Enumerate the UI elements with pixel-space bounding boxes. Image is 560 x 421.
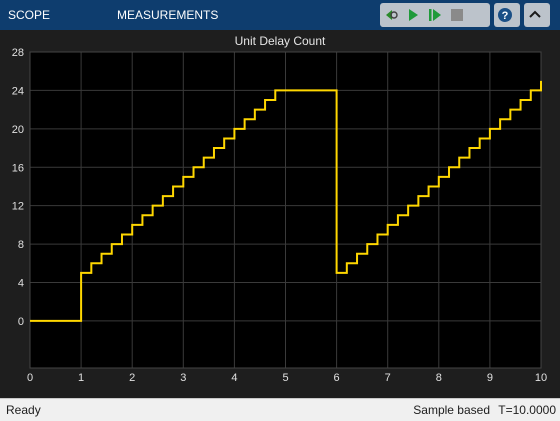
x-tick-label: 3 bbox=[180, 372, 186, 384]
status-time: T=10.0000 bbox=[498, 403, 556, 417]
axes-border bbox=[29, 51, 542, 369]
y-tick-labels: 0 4 8 12 16 20 24 28 bbox=[12, 47, 24, 328]
toolstrip: SCOPE MEASUREMENTS ? bbox=[0, 0, 560, 30]
y-tick-label: 28 bbox=[12, 47, 24, 59]
status-bar: Ready Sample based T=10.0000 bbox=[0, 398, 560, 421]
run-icon[interactable] bbox=[402, 4, 424, 26]
x-tick-label: 0 bbox=[27, 372, 33, 384]
x-tick-label: 5 bbox=[282, 372, 288, 384]
y-tick-label: 12 bbox=[12, 201, 24, 213]
x-tick-label: 6 bbox=[334, 372, 340, 384]
x-tick-labels: 0 1 2 3 4 5 6 7 8 9 10 bbox=[27, 372, 547, 384]
tab-scope[interactable]: SCOPE bbox=[8, 8, 51, 22]
help-group: ? bbox=[494, 3, 520, 27]
step-back-icon[interactable] bbox=[380, 4, 402, 26]
status-mode: Sample based bbox=[413, 403, 490, 417]
y-tick-label: 16 bbox=[12, 162, 24, 174]
x-tick-label: 1 bbox=[78, 372, 84, 384]
x-tick-label: 4 bbox=[231, 372, 237, 384]
collapse-group bbox=[524, 3, 550, 27]
series-line bbox=[30, 80, 542, 322]
y-tick-label: 0 bbox=[18, 316, 24, 328]
x-tick-label: 9 bbox=[487, 372, 493, 384]
y-tick-label: 8 bbox=[18, 239, 24, 251]
stop-icon[interactable] bbox=[446, 4, 468, 26]
collapse-icon[interactable] bbox=[524, 4, 546, 26]
tab-measurements[interactable]: MEASUREMENTS bbox=[117, 8, 219, 22]
y-tick-label: 24 bbox=[12, 85, 24, 97]
x-tick-label: 2 bbox=[129, 372, 135, 384]
y-tick-label: 4 bbox=[18, 278, 24, 290]
x-tick-label: 10 bbox=[535, 372, 547, 384]
x-tick-label: 8 bbox=[436, 372, 442, 384]
y-tick-label: 20 bbox=[12, 124, 24, 136]
chart-title: Unit Delay Count bbox=[234, 34, 326, 48]
step-forward-icon[interactable] bbox=[424, 4, 446, 26]
status-state: Ready bbox=[6, 403, 41, 417]
svg-text:?: ? bbox=[502, 10, 509, 22]
simulation-controls bbox=[380, 3, 490, 27]
help-icon[interactable]: ? bbox=[494, 4, 516, 26]
x-tick-label: 7 bbox=[385, 372, 391, 384]
